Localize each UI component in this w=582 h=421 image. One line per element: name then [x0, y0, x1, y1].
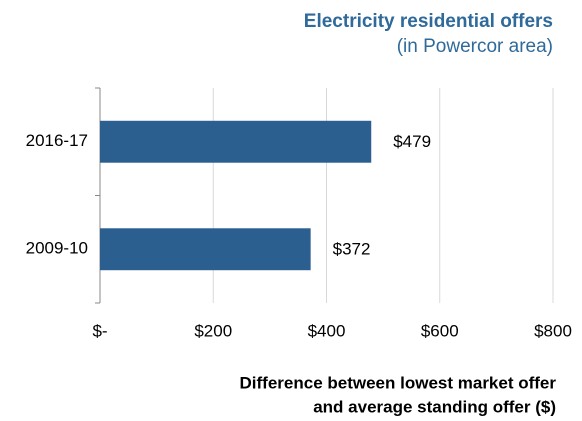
bar [100, 228, 311, 271]
x-tick-label: $200 [194, 321, 232, 340]
x-axis-label: Difference between lowest market offer [240, 373, 557, 392]
x-axis-label: and average standing offer ($) [313, 397, 556, 416]
chart-title: Electricity residential offers [304, 11, 553, 32]
data-label: $372 [333, 240, 371, 259]
x-tick-label: $- [92, 321, 107, 340]
x-tick-label: $800 [534, 321, 572, 340]
chart-subtitle: (in Powercor area) [397, 36, 553, 57]
y-tick-label: 2009-10 [26, 239, 88, 258]
x-tick-label: $600 [421, 321, 459, 340]
x-tick-label: $400 [308, 321, 346, 340]
bar [100, 120, 372, 163]
data-label: $479 [393, 132, 431, 151]
y-tick-label: 2016-17 [26, 131, 88, 150]
